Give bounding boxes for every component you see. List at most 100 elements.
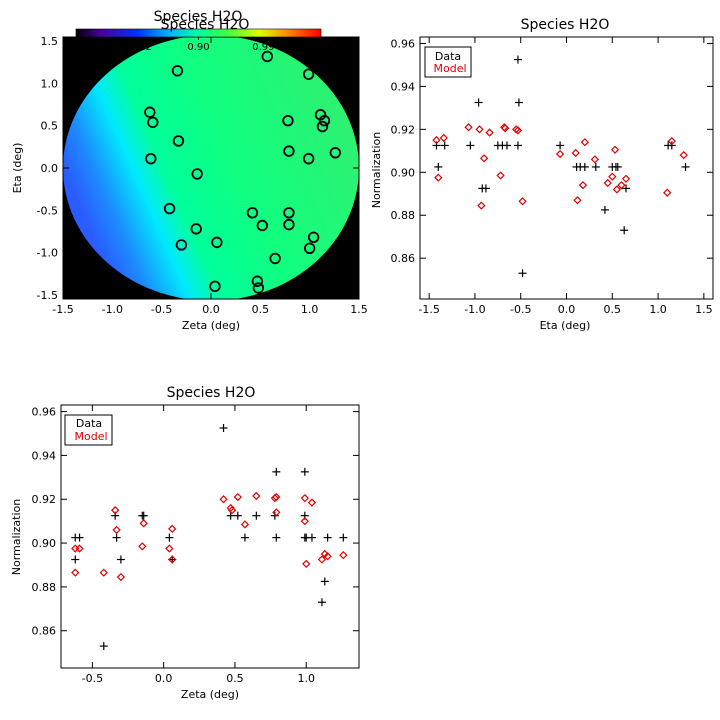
y-tick-label: 1.5 (41, 35, 59, 48)
data-point (300, 467, 309, 476)
model-point (464, 123, 473, 132)
eta-axes: -1.5 -1.0 -0.5 0.0 0.5 1.0 1.5 0.86 0.88 0.90 0.92… (391, 37, 713, 316)
zeta-scatter-panel: -0.5 0.0 0.5 1.0 0.86 0.88 0.90 0.92 0.94 0.96 Sp… (10, 385, 360, 701)
map-point (302, 68, 315, 80)
map-point (316, 120, 329, 133)
map-point (282, 114, 294, 127)
map-point (145, 153, 157, 165)
x-tick-label: -0.5 (82, 672, 103, 685)
map-points (144, 50, 342, 294)
model-point (139, 519, 148, 528)
data-point (272, 467, 281, 476)
model-point (518, 197, 527, 206)
model-point (323, 552, 332, 561)
map-point (283, 218, 295, 231)
x-tick-label: 1.0 (301, 303, 319, 316)
model-point (477, 201, 486, 210)
data-point (99, 642, 108, 651)
map-xlabel: Zeta (deg) (182, 319, 240, 332)
model-point (621, 174, 631, 183)
data-point (112, 533, 121, 542)
data-point (307, 533, 316, 542)
zeta-marks (71, 424, 348, 651)
model-point (71, 568, 80, 577)
y-tick-label: 0.96 (391, 37, 416, 50)
map-axes: -1.5 -1.0 -0.5 0.0 0.5 1.0 1.5 -1.5 -1.0 -0.5 0.0 0… (37, 35, 368, 316)
model-point (439, 133, 448, 143)
zeta-xlabel: Zeta (deg) (181, 688, 239, 701)
y-tick-label: 0.5 (41, 120, 59, 133)
data-point (591, 162, 600, 171)
map-point (211, 236, 223, 249)
data-point (481, 184, 490, 193)
data-point (514, 98, 523, 107)
model-point (111, 506, 120, 515)
map-point (283, 145, 295, 157)
model-point (317, 555, 327, 564)
data-point (667, 141, 676, 150)
map-point (252, 282, 265, 294)
eta-legend-box (424, 46, 472, 78)
model-point (496, 171, 505, 180)
data-point (240, 533, 249, 542)
eta-ylabel: Normalization (370, 132, 383, 208)
data-point (513, 141, 522, 150)
data-point (226, 511, 235, 520)
model-point (434, 173, 443, 182)
model-point (240, 520, 250, 529)
model-point (272, 508, 281, 517)
map-point (302, 153, 315, 165)
map-ylabel: Eta (deg) (11, 143, 24, 194)
x-tick-label: 0.0 (155, 672, 173, 685)
model-point (112, 525, 121, 535)
zeta-legend-model: Model (74, 430, 107, 443)
colorbar-tick-label: 0.90 (187, 42, 209, 53)
x-tick-label: -1.5 (418, 303, 439, 316)
x-tick-label: 0.5 (604, 303, 622, 316)
y-tick-label: 0.86 (391, 252, 416, 265)
model-point (580, 138, 589, 147)
eta-plot-title: Species H2O (521, 17, 610, 33)
zeta-plot-frame (60, 404, 360, 669)
map-point (318, 114, 331, 127)
map-point (329, 147, 342, 159)
zeta-plot-title: Species H2O (167, 385, 256, 401)
data-point (620, 226, 629, 235)
data-point (518, 269, 527, 278)
y-tick-label: 0.0 (41, 162, 59, 175)
model-point (578, 181, 588, 190)
model-point (608, 172, 617, 181)
model-point (573, 196, 582, 205)
data-point (219, 424, 228, 433)
zeta-ylabel: Normalization (10, 499, 23, 575)
data-point (600, 205, 609, 214)
map-point (144, 106, 156, 118)
data-point (339, 533, 348, 542)
data-point (556, 141, 565, 150)
model-point (219, 495, 228, 504)
x-tick-label: 0.0 (558, 303, 576, 316)
model-point (307, 498, 317, 507)
model-point (475, 125, 484, 134)
map-point (191, 168, 203, 180)
data-point (613, 162, 622, 171)
model-point (168, 524, 177, 533)
y-tick-label: -1.0 (37, 247, 58, 260)
model-point (590, 155, 600, 164)
eta-xlabel: Eta (deg) (540, 319, 591, 332)
eta-marks (432, 55, 690, 278)
model-point (71, 544, 80, 553)
y-tick-label: 0.88 (32, 581, 57, 594)
eta-legend-model: Model (433, 62, 466, 75)
eta-scatter-panel: -1.5 -1.0 -0.5 0.0 0.5 1.0 1.5 0.86 0.88 0.90 0.92… (370, 17, 714, 332)
model-point (667, 137, 676, 146)
model-point (612, 185, 622, 194)
model-point (300, 493, 309, 503)
data-point (317, 598, 326, 607)
map-title: Species H2O (154, 9, 243, 25)
data-point (474, 98, 483, 107)
model-point (300, 517, 309, 526)
eta-legend-data: Data (435, 50, 461, 63)
model-point (610, 145, 620, 154)
